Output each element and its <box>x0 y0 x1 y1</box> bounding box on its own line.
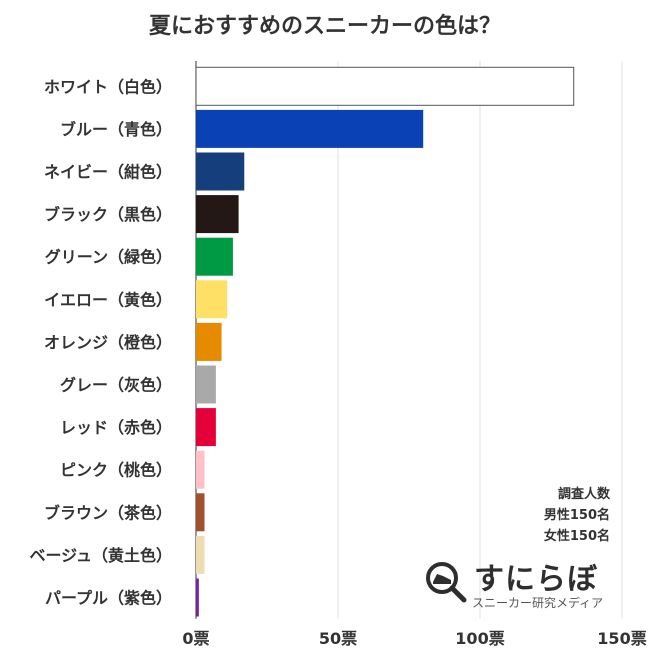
bars <box>195 66 575 617</box>
bar <box>196 578 199 617</box>
logo-name: すにらぼ <box>474 562 598 597</box>
category-label: パープル（紫色） <box>45 589 172 608</box>
bar <box>196 365 216 404</box>
bar <box>196 109 424 148</box>
category-label: ブルー（青色） <box>60 120 172 139</box>
survey-note: 調査人数 男性150名 女性150名 <box>544 484 610 547</box>
brand-logo: すにらぼ スニーカー研究メディア <box>424 554 634 614</box>
survey-note-line: 男性150名 <box>543 508 610 523</box>
bar <box>196 152 245 191</box>
category-label: ネイビー（紺色） <box>44 163 172 182</box>
category-label: ブラック（黒色） <box>44 205 172 224</box>
category-label: グレー（灰色） <box>60 376 172 395</box>
x-tick-labels: 0票 50票 100票 150票 <box>182 629 646 648</box>
bar <box>196 408 216 447</box>
survey-note-line: 女性150名 <box>543 529 610 544</box>
bar <box>196 280 228 319</box>
logo-tagline: スニーカー研究メディア <box>472 596 604 610</box>
category-label: イエロー（黄色） <box>44 290 172 309</box>
category-label: ベージュ（黄土色） <box>29 546 172 565</box>
category-label: オレンジ（橙色） <box>44 333 172 352</box>
category-label: ブラウン（茶色） <box>44 503 172 522</box>
bar <box>196 322 222 361</box>
bar <box>196 493 205 532</box>
magnifier-sneaker-icon <box>426 562 467 603</box>
category-label: ホワイト（白色） <box>44 77 172 96</box>
x-tick-label: 50票 <box>319 629 357 648</box>
x-tick-label: 0票 <box>182 629 209 648</box>
bar <box>196 535 205 574</box>
survey-note-line: 調査人数 <box>557 487 610 502</box>
category-labels: ホワイト（白色） ブルー（青色） ネイビー（紺色） ブラック（黒色） グリーン（緑色） イ… <box>29 77 172 607</box>
bar <box>196 237 233 276</box>
bar <box>196 195 239 234</box>
category-label: グリーン（緑色） <box>45 248 172 267</box>
bar <box>196 450 205 489</box>
category-label: ピンク（桃色） <box>60 461 172 480</box>
x-tick-label: 150票 <box>597 629 646 648</box>
category-label: レッド（赤色） <box>60 418 172 437</box>
x-tick-label: 100票 <box>455 629 504 648</box>
chart-title: 夏におすすめのスニーカーの色は？ <box>148 14 501 39</box>
bar <box>195 66 575 106</box>
